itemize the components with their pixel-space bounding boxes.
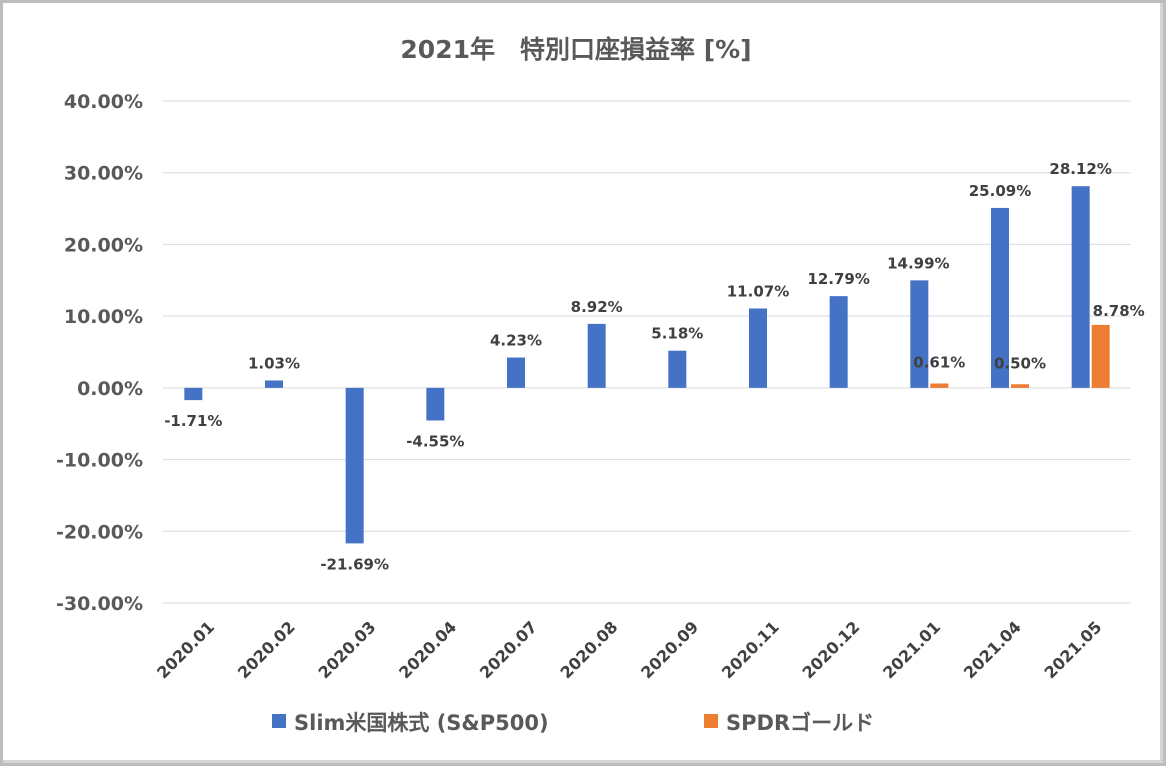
- bar: [1011, 384, 1029, 388]
- y-tick-label: 30.00%: [64, 163, 143, 185]
- x-tick-label: 2020.04: [395, 617, 460, 682]
- chart-title: 2021年 特別口座損益率 [%]: [400, 35, 751, 64]
- y-axis-ticks: 40.00% 30.00% 20.00% 10.00% 0.00% -10.00% -20.…: [56, 91, 143, 615]
- x-tick-label: 2020.08: [557, 617, 622, 682]
- bar: [930, 383, 949, 388]
- x-tick-label: 2020.12: [799, 617, 864, 682]
- bar: [1071, 186, 1090, 388]
- legend-label: Slim米国株式 (S&P500): [294, 711, 549, 735]
- y-tick-label: 40.00%: [64, 91, 143, 113]
- y-tick-label: 10.00%: [64, 306, 143, 328]
- x-tick-label: 2020.07: [476, 617, 541, 682]
- x-tick-label: 2020.09: [637, 617, 702, 682]
- data-label: -4.55%: [406, 432, 464, 450]
- data-label: 28.12%: [1049, 160, 1111, 178]
- data-label: -1.71%: [164, 412, 222, 430]
- bar: [507, 357, 525, 388]
- data-label: 11.07%: [727, 282, 789, 300]
- x-tick-label: 2020.11: [718, 617, 783, 682]
- legend-swatch: [704, 714, 718, 728]
- data-label: 4.23%: [490, 332, 542, 350]
- data-label: 5.18%: [651, 325, 703, 343]
- x-tick-label: 2021.05: [1041, 617, 1106, 682]
- data-label: 12.79%: [807, 270, 869, 288]
- data-label: 0.50%: [994, 354, 1046, 372]
- bar: [1091, 324, 1110, 388]
- x-tick-label: 2021.01: [879, 617, 944, 682]
- bar: [184, 387, 203, 401]
- bar: [829, 296, 848, 388]
- y-tick-label: -30.00%: [56, 593, 143, 615]
- y-tick-label: 0.00%: [77, 378, 143, 400]
- data-label: 8.78%: [1093, 302, 1145, 320]
- y-tick-label: -10.00%: [56, 450, 143, 472]
- bar: [426, 387, 445, 421]
- legend: Slim米国株式 (S&P500) SPDRゴールド: [272, 711, 874, 735]
- data-label: 8.92%: [571, 298, 623, 316]
- bar: [587, 323, 606, 388]
- data-label: 1.03%: [248, 354, 300, 372]
- bar: [345, 387, 364, 544]
- grid-lines: [163, 100, 1131, 604]
- legend-swatch: [272, 714, 286, 728]
- bar: [910, 280, 929, 388]
- data-label: 25.09%: [969, 182, 1031, 200]
- x-tick-label: 2020.02: [234, 617, 299, 682]
- x-axis-ticks: 2020.01 2020.02 2020.03 2020.04 2020.07 2020.…: [153, 617, 1105, 682]
- bar: [668, 350, 687, 388]
- data-label: -21.69%: [320, 555, 389, 573]
- data-labels: -1.71% 1.03% -21.69% -4.55% 4.23% 8.92% 5.18% 1…: [164, 160, 1144, 573]
- data-label: 14.99%: [887, 254, 949, 272]
- bar: [991, 207, 1009, 388]
- x-tick-label: 2021.04: [960, 617, 1025, 682]
- bar: [265, 380, 283, 388]
- bars: [184, 186, 1110, 544]
- y-tick-label: -20.00%: [56, 521, 143, 543]
- y-tick-label: 20.00%: [64, 234, 143, 256]
- x-tick-label: 2020.03: [315, 617, 380, 682]
- data-label: 0.61%: [913, 353, 965, 371]
- bar: [749, 308, 767, 388]
- x-tick-label: 2020.01: [153, 617, 218, 682]
- legend-label: SPDRゴールド: [726, 711, 874, 735]
